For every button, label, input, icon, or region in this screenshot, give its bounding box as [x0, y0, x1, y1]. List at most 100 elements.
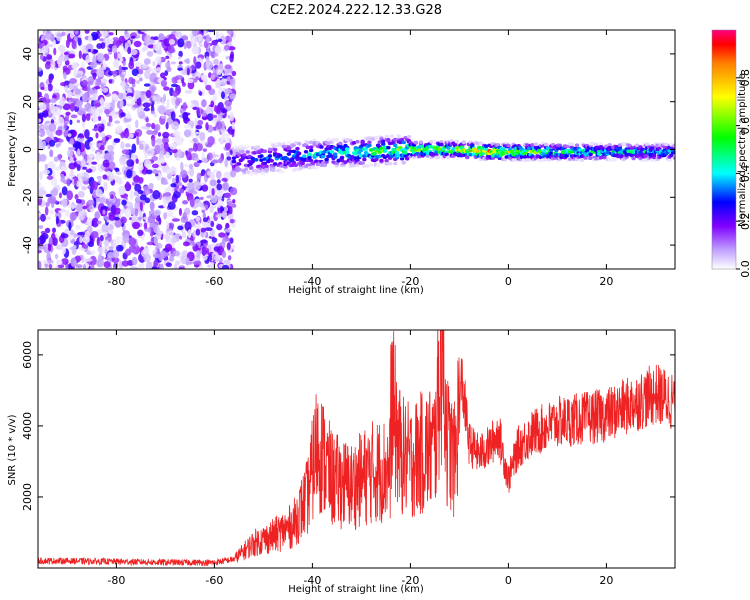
heatmap-cell — [205, 84, 212, 91]
heatmap-cell — [128, 245, 137, 253]
heatmap-cell — [66, 190, 74, 201]
heatmap-cell — [367, 136, 372, 141]
heatmap-cell — [184, 90, 193, 94]
heatmap-cell — [651, 153, 657, 158]
heatmap-cell — [220, 108, 228, 114]
heatmap-cell — [180, 161, 184, 172]
heatmap-cell — [459, 153, 465, 158]
snr-background — [38, 330, 675, 568]
heatmap-cell — [643, 154, 648, 158]
heatmap-cell — [143, 185, 150, 192]
x-tick-label: 0 — [505, 275, 512, 288]
heatmap-cell — [73, 82, 81, 87]
heatmap-cell — [190, 100, 199, 104]
heatmap-cell — [156, 230, 162, 240]
heatmap-cell — [175, 139, 183, 146]
heatmap-cell — [55, 215, 60, 225]
heatmap-cell — [286, 152, 292, 156]
heatmap-cell — [369, 163, 374, 167]
heatmap-cell — [139, 194, 147, 201]
heatmap-cell — [195, 61, 202, 69]
heatmap-cell — [175, 98, 181, 106]
heatmap-cell — [96, 258, 105, 268]
heatmap-cell — [172, 218, 180, 222]
heatmap-cell — [46, 61, 51, 65]
heatmap-cell — [218, 157, 223, 164]
heatmap-cell — [64, 228, 69, 235]
heatmap-cell — [190, 64, 196, 71]
heatmap-cell — [102, 159, 110, 168]
heatmap-cell — [187, 228, 192, 239]
heatmap-cell — [84, 129, 90, 139]
heatmap-cell — [197, 37, 203, 42]
heatmap-cell — [192, 131, 200, 135]
heatmap-cell — [140, 234, 145, 242]
heatmap-cell — [629, 146, 635, 150]
heatmap-cell — [201, 184, 209, 192]
heatmap-cell — [362, 164, 367, 168]
snr-series-line — [38, 330, 675, 567]
heatmap-cell — [70, 169, 74, 177]
heatmap-cell — [401, 160, 406, 165]
heatmap-cell — [102, 209, 106, 215]
x-tick-label: -60 — [205, 275, 223, 288]
heatmap-cell — [439, 140, 444, 144]
heatmap-cell — [50, 97, 57, 104]
heatmap-cell — [88, 241, 94, 248]
heatmap-cell — [648, 152, 653, 157]
heatmap-cell — [212, 93, 218, 101]
heatmap-cell — [151, 86, 155, 97]
heatmap-cell — [417, 148, 422, 152]
heatmap-cell — [61, 258, 69, 265]
heatmap-cell — [61, 31, 66, 37]
heatmap-cell — [75, 203, 84, 213]
heatmap-cell — [260, 171, 266, 176]
heatmap-cell — [92, 73, 97, 80]
heatmap-cell — [81, 171, 85, 177]
heatmap-cell — [107, 251, 116, 259]
heatmap-cell — [102, 174, 108, 180]
heatmap-cell — [95, 80, 100, 88]
heatmap-cell — [223, 44, 230, 51]
heatmap-cell — [480, 151, 485, 156]
heatmap-cell — [134, 200, 141, 211]
heatmap-cell — [609, 157, 614, 162]
heatmap-cell — [168, 257, 175, 262]
heatmap-cell — [194, 157, 200, 162]
heatmap-cell — [216, 196, 223, 200]
heatmap-cell — [52, 187, 59, 197]
heatmap-cell — [44, 216, 52, 220]
y-tick-label: -40 — [21, 236, 34, 254]
heatmap-cell — [250, 159, 256, 164]
heatmap-cell — [142, 102, 151, 108]
heatmap-cell — [114, 207, 121, 215]
heatmap-cell — [48, 195, 57, 204]
heatmap-cell — [384, 134, 389, 139]
heatmap-cell — [152, 61, 156, 66]
heatmap-cell — [326, 141, 331, 146]
heatmap-cell — [187, 196, 194, 200]
heatmap-cell — [117, 52, 123, 60]
heatmap-cell — [152, 95, 156, 102]
heatmap-cell — [167, 238, 172, 244]
heatmap-cell — [131, 256, 138, 266]
heatmap-cell — [213, 246, 221, 252]
heatmap-cell — [569, 142, 575, 146]
heatmap-cell — [120, 141, 125, 150]
heatmap-cell — [224, 133, 231, 137]
heatmap-cell — [417, 145, 422, 149]
heatmap-cell — [126, 95, 133, 100]
heatmap-cell — [85, 113, 91, 121]
heatmap-cell — [53, 47, 57, 56]
heatmap-cell — [178, 266, 185, 269]
heatmap-cell — [101, 64, 107, 70]
heatmap-cell — [465, 155, 470, 159]
heatmap-cell — [363, 147, 369, 151]
heatmap-cell — [549, 148, 554, 152]
heatmap-cell — [212, 114, 218, 118]
heatmap-cell — [128, 60, 135, 70]
heatmap-cell — [182, 241, 190, 247]
heatmap-cell — [58, 210, 65, 214]
x-tick-label: -80 — [107, 275, 125, 288]
heatmap-cell — [51, 177, 58, 187]
